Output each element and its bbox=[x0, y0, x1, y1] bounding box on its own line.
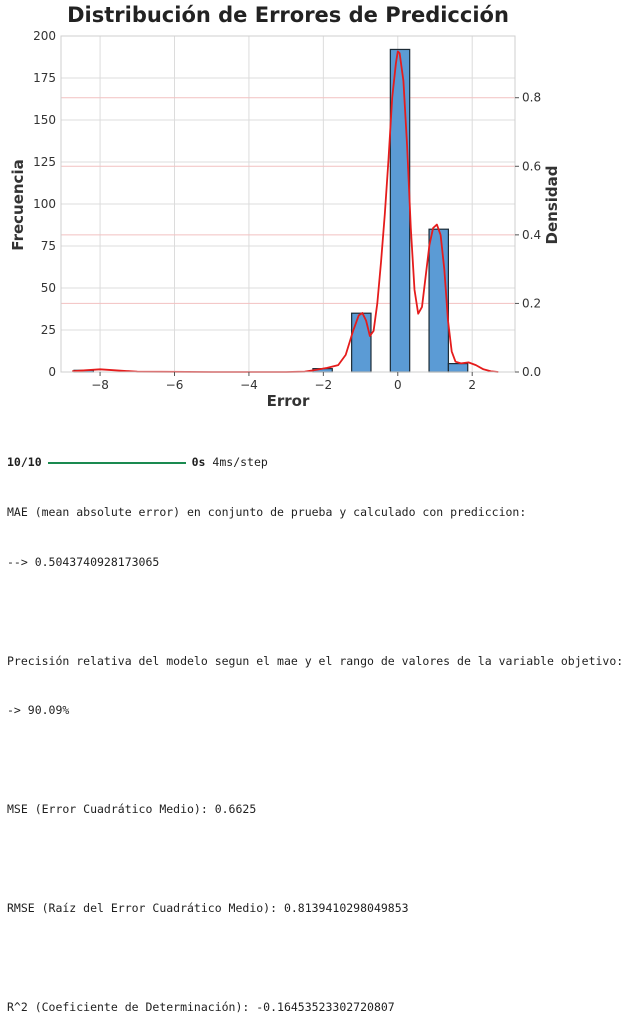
y-tick-label: 25 bbox=[41, 323, 56, 337]
console-line: RMSE (Raíz del Error Cuadrático Medio): … bbox=[7, 901, 409, 915]
chart-title: Distribución de Errores de Predicción bbox=[67, 3, 509, 27]
y-axis-label: Frecuencia bbox=[9, 159, 27, 250]
y-tick-label: 75 bbox=[41, 239, 56, 253]
console-line: MAE (mean absolute error) en conjunto de… bbox=[7, 505, 527, 519]
console-blank-line bbox=[7, 752, 637, 769]
y2-tick-label: 0.4 bbox=[522, 228, 541, 242]
x-tick-label: −2 bbox=[315, 378, 333, 392]
grid-layer bbox=[61, 35, 515, 373]
error-distribution-chart: Distribución de Errores de Predicción −8… bbox=[9, 3, 561, 410]
console-output: 10/10 0s 4ms/step MAE (mean absolute err… bbox=[7, 421, 637, 1032]
progress-bar-fill bbox=[47, 461, 186, 464]
y2-tick-label: 0.6 bbox=[522, 159, 541, 173]
console-line: --> 0.5043740928173065 bbox=[7, 554, 160, 569]
y-tick-label: 125 bbox=[33, 155, 56, 169]
y-tick-label: 100 bbox=[33, 197, 56, 211]
y-tick-label: 0 bbox=[48, 365, 56, 379]
x-tick-label: −6 bbox=[166, 378, 184, 392]
histogram-bar bbox=[351, 312, 372, 373]
progress-line: 10/10 0s 4ms/step bbox=[7, 454, 637, 471]
kde-curve bbox=[72, 50, 499, 373]
progress-step: 10/10 bbox=[7, 455, 42, 470]
y-tick-label: 200 bbox=[33, 29, 56, 43]
x-tick-label: 2 bbox=[468, 378, 476, 392]
console-line: -> 90.09% bbox=[7, 703, 70, 717]
plot-frame bbox=[60, 35, 516, 373]
x-axis-label: Error bbox=[267, 392, 310, 410]
console-blank-line bbox=[7, 603, 637, 620]
progress-bar bbox=[47, 461, 186, 464]
y2-axis-label: Densidad bbox=[543, 166, 561, 245]
y-tick-label: 50 bbox=[41, 281, 56, 295]
kde-curve-layer bbox=[72, 50, 499, 373]
histogram-bar bbox=[447, 363, 469, 373]
axes-layer: −8 −6 −4 −2 0 2 0 25 50 75 100 125 150 175 200 0.0 0.2 0.… bbox=[33, 29, 541, 392]
y2-tick-label: 0.0 bbox=[522, 365, 541, 379]
x-tick-label: 0 bbox=[394, 378, 402, 392]
x-tick-label: −8 bbox=[91, 378, 109, 392]
progress-rate: 4ms/step bbox=[212, 455, 268, 470]
progress-time: 0s bbox=[191, 455, 206, 470]
histogram-bar bbox=[428, 228, 449, 373]
console-blank-line bbox=[7, 851, 637, 868]
console-line: R^2 (Coeficiente de Determinación): -0.1… bbox=[7, 1000, 395, 1014]
histogram-bar bbox=[389, 48, 411, 373]
x-tick-label: −4 bbox=[240, 378, 258, 392]
y2-tick-label: 0.2 bbox=[522, 296, 541, 310]
console-line: MSE (Error Cuadrático Medio): 0.6625 bbox=[7, 802, 257, 816]
console-line: Precisión relativa del modelo segun el m… bbox=[7, 653, 624, 668]
y2-tick-label: 0.8 bbox=[522, 91, 541, 105]
console-blank-line bbox=[7, 950, 637, 967]
y-tick-label: 150 bbox=[33, 113, 56, 127]
y-tick-label: 175 bbox=[33, 71, 56, 85]
